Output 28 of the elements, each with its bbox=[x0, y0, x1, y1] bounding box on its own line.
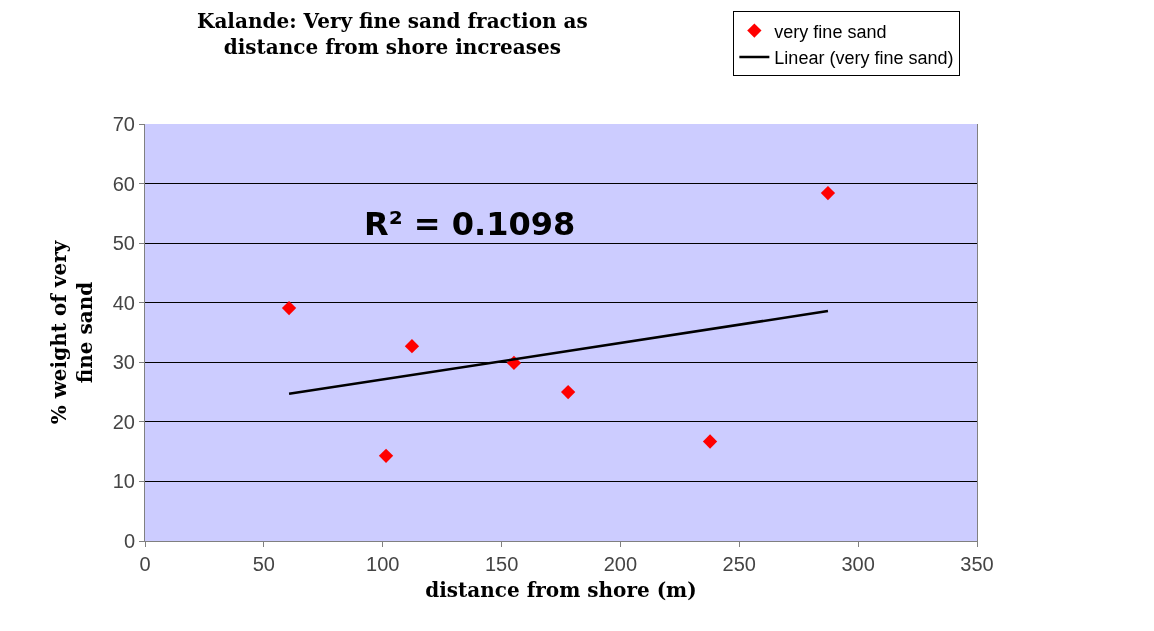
x-tick-label: 100 bbox=[366, 553, 400, 575]
y-tick-label: 60 bbox=[112, 172, 135, 195]
x-tick-label: 0 bbox=[139, 553, 151, 575]
point bbox=[404, 339, 420, 354]
point bbox=[702, 434, 718, 449]
x-axis-title: distance from shore (m) bbox=[425, 577, 697, 602]
point bbox=[820, 185, 836, 201]
y-tick-label: 0 bbox=[123, 530, 135, 552]
x-tick-label: 250 bbox=[722, 553, 756, 575]
point bbox=[281, 300, 297, 316]
y-tick-label: 50 bbox=[112, 232, 135, 255]
y-tick-label: 30 bbox=[112, 351, 135, 374]
legend-label: Linear (very fine sand) bbox=[774, 48, 954, 69]
y-tick-label: 10 bbox=[112, 470, 135, 493]
x-tick-label: 150 bbox=[484, 553, 519, 575]
y-tick-label: 70 bbox=[112, 113, 135, 135]
x-tick-label: 50 bbox=[252, 553, 275, 575]
x-tick-label: 300 bbox=[841, 553, 875, 575]
x-tick-label: 200 bbox=[603, 553, 638, 575]
point bbox=[560, 384, 576, 400]
y-axis-title: % weight of very fine sand bbox=[47, 239, 98, 425]
point bbox=[378, 448, 394, 463]
x-tick-label: 350 bbox=[960, 553, 994, 575]
annotation: R² = 0.1098 bbox=[364, 205, 576, 243]
legend-label: very fine sand bbox=[774, 21, 887, 42]
y-tick-label: 40 bbox=[112, 291, 135, 314]
chart-title: Kalande: Very fine sand fraction as distance from shore increases bbox=[197, 9, 588, 60]
y-tick-label: 20 bbox=[112, 410, 135, 433]
